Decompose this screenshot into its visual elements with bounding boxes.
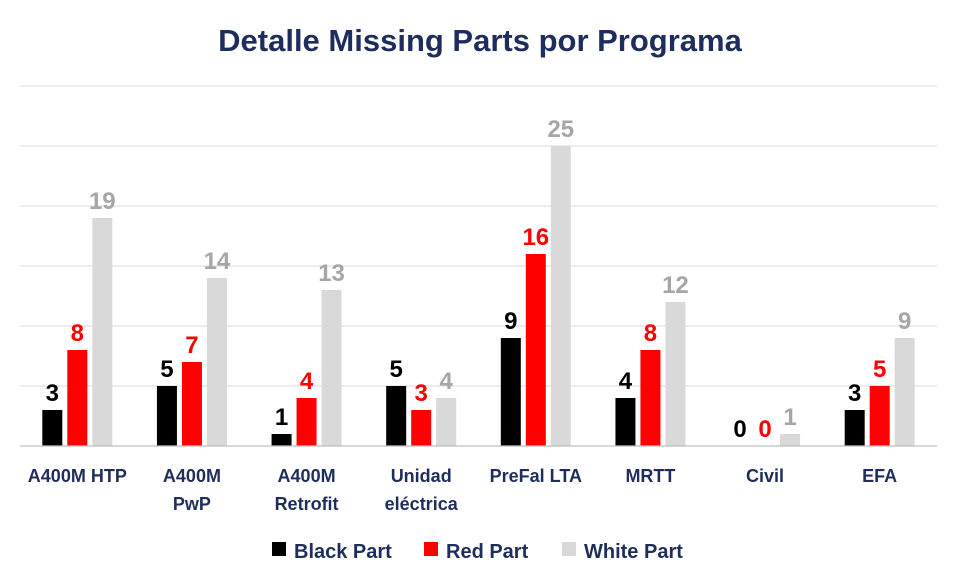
legend: Black Part Red Part White Part xyxy=(272,541,683,563)
data-label: 8 xyxy=(71,320,84,347)
data-label: 7 xyxy=(185,332,198,359)
bar-black-part xyxy=(844,410,865,446)
category-label: A400M HTP xyxy=(28,466,127,486)
category-label: Civil xyxy=(746,466,784,486)
bar-white-part xyxy=(436,398,457,446)
bar-black-part xyxy=(386,386,407,446)
legend-label: White Part xyxy=(584,541,683,563)
bar-red-part xyxy=(296,398,317,446)
bar-white-part xyxy=(894,338,915,446)
data-label: 5 xyxy=(160,356,173,383)
bar-red-part xyxy=(525,254,546,446)
bar-black-part xyxy=(156,386,177,446)
bar-white-part xyxy=(550,146,571,446)
data-label: 3 xyxy=(46,380,59,407)
category-label: EFA xyxy=(862,466,897,486)
legend-swatch xyxy=(562,542,576,556)
bar-black-part xyxy=(500,338,521,446)
legend-swatch xyxy=(424,542,438,556)
bar-white-part xyxy=(206,278,227,446)
bar-red-part xyxy=(181,362,202,446)
data-label: 9 xyxy=(504,308,517,335)
data-label: 5 xyxy=(873,356,886,383)
legend-label: Black Part xyxy=(294,541,392,563)
data-label: 16 xyxy=(522,224,549,251)
data-label: 0 xyxy=(758,416,771,443)
category-label: A400M PwP xyxy=(163,466,221,514)
chart-title: Detalle Missing Parts por Programa xyxy=(218,23,742,58)
bar-black-part xyxy=(615,398,636,446)
data-label: 5 xyxy=(390,356,403,383)
gridlines xyxy=(20,85,937,387)
bar-white-part xyxy=(780,434,801,446)
bar-white-part xyxy=(92,218,113,446)
data-label: 19 xyxy=(89,188,116,215)
category-labels: A400M HTP A400M PwP A400M Retrofit Unidad eléc… xyxy=(28,466,897,514)
data-label: 1 xyxy=(783,404,796,431)
category-label: Unidad eléctrica xyxy=(385,466,459,514)
bar-white-part xyxy=(665,302,686,446)
data-label: 3 xyxy=(848,380,861,407)
legend-label: Red Part xyxy=(446,541,529,563)
data-label: 4 xyxy=(619,368,633,395)
bar-red-part xyxy=(640,350,661,446)
bar-black-part xyxy=(42,410,63,446)
bar-black-part xyxy=(271,434,292,446)
data-label: 1 xyxy=(275,404,288,431)
data-label: 25 xyxy=(547,116,574,143)
data-label: 4 xyxy=(300,368,314,395)
data-label: 14 xyxy=(204,248,231,275)
bar-red-part xyxy=(411,410,432,446)
category-label: A400M Retrofit xyxy=(275,466,339,514)
category-label: MRTT xyxy=(625,466,675,486)
bar-red-part xyxy=(869,386,890,446)
bars xyxy=(42,146,915,446)
data-label: 3 xyxy=(415,380,428,407)
data-label: 12 xyxy=(662,272,689,299)
legend-swatch xyxy=(272,542,286,556)
data-label: 8 xyxy=(644,320,657,347)
bar-red-part xyxy=(67,350,88,446)
data-label: 13 xyxy=(318,260,345,287)
data-label: 0 xyxy=(733,416,746,443)
data-label: 9 xyxy=(898,308,911,335)
category-label: PreFal LTA xyxy=(490,466,582,486)
bar-white-part xyxy=(321,290,342,446)
data-label: 4 xyxy=(440,368,454,395)
